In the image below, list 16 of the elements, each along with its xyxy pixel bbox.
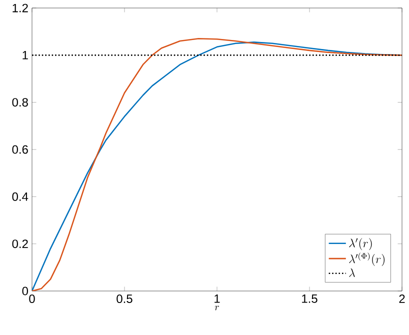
x-tick-label: 1 <box>214 294 220 303</box>
y-tick-label: 0.2 <box>12 240 28 248</box>
x-tick-label: 1.5 <box>302 294 318 303</box>
x-axis-title: $r$ <box>214 306 219 310</box>
legend-label: $\lambda'^{(\Phi)}(r)$ <box>349 252 385 266</box>
legend-label: $\lambda'(r)$ <box>349 238 372 250</box>
x-tick-label: 0.5 <box>116 294 132 304</box>
legend-label: $\lambda$ <box>349 268 355 277</box>
y-tick-label: 0.4 <box>12 192 28 201</box>
y-tick-label: 0.6 <box>12 145 28 154</box>
x-tick-label: 0 <box>29 294 35 304</box>
x-tick-label: 2 <box>399 294 405 303</box>
y-tick-label: 1 <box>22 51 28 60</box>
y-tick-label: 0.8 <box>12 98 28 107</box>
y-tick-label: 1.2 <box>12 4 28 12</box>
y-tick-label: 0 <box>22 286 28 296</box>
